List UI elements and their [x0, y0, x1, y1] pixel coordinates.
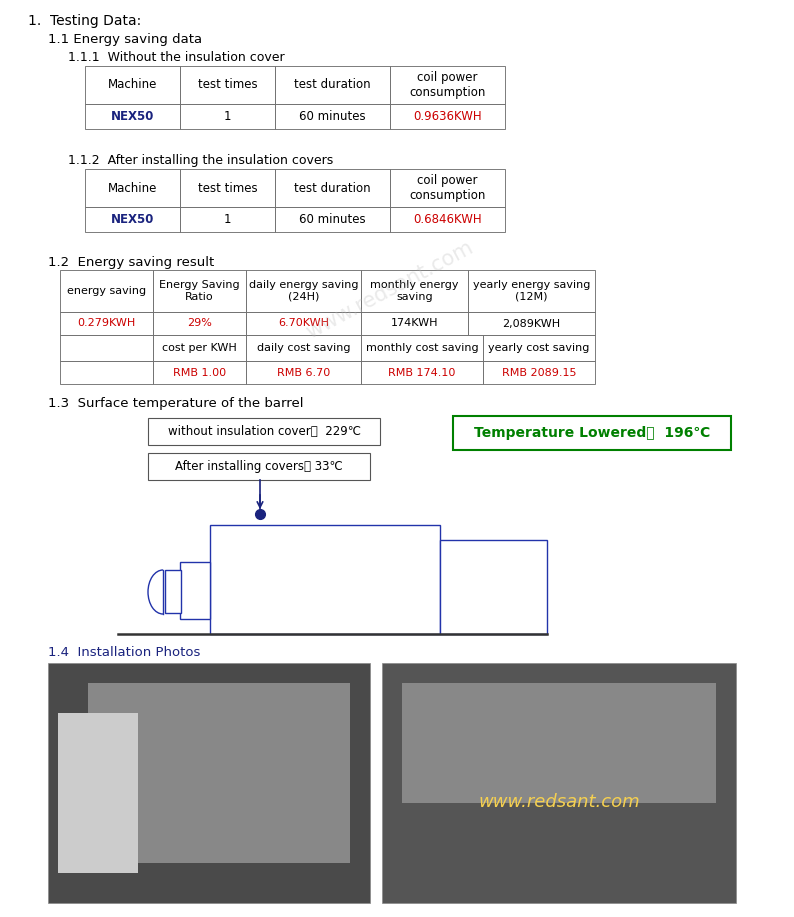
Text: coil power
consumption: coil power consumption — [410, 71, 486, 99]
Bar — [361, 361, 483, 384]
Bar — [275, 104, 390, 129]
Text: Energy Saving
Ratio: Energy Saving Ratio — [159, 281, 240, 302]
Bar — [180, 207, 275, 232]
Text: www.redsant.com: www.redsant.com — [303, 238, 477, 343]
Bar — [58, 713, 138, 873]
Text: 1.4  Installation Photos: 1.4 Installation Photos — [48, 646, 200, 659]
Text: coil power
consumption: coil power consumption — [410, 174, 486, 202]
Bar — [382, 663, 736, 903]
Bar — [85, 169, 180, 207]
Text: 174KWH: 174KWH — [391, 318, 438, 328]
Bar — [153, 270, 246, 312]
Text: test duration: test duration — [295, 182, 371, 194]
Text: 1.1.2  After installing the insulation covers: 1.1.2 After installing the insulation co… — [68, 154, 333, 167]
Text: daily energy saving
(24H): daily energy saving (24H) — [249, 281, 358, 302]
Text: NEX50: NEX50 — [111, 213, 154, 226]
Text: RMB 174.10: RMB 174.10 — [388, 368, 456, 378]
Text: 1.2  Energy saving result: 1.2 Energy saving result — [48, 256, 214, 269]
Text: 0.279KWH: 0.279KWH — [77, 318, 136, 328]
Text: test times: test times — [198, 182, 257, 194]
Bar — [390, 207, 505, 232]
Bar — [390, 169, 505, 207]
Text: 0.9636KWH: 0.9636KWH — [413, 110, 482, 123]
Bar — [180, 104, 275, 129]
Bar — [246, 270, 361, 312]
Bar — [85, 66, 180, 104]
Text: test times: test times — [198, 79, 257, 92]
Bar — [440, 540, 547, 634]
Bar — [246, 312, 361, 335]
Bar — [180, 66, 275, 104]
Bar — [210, 525, 440, 634]
Text: 1: 1 — [224, 213, 231, 226]
Text: RMB 1.00: RMB 1.00 — [173, 368, 226, 378]
Bar — [85, 104, 180, 129]
Bar — [60, 335, 153, 361]
Bar — [148, 453, 370, 480]
Bar — [246, 361, 361, 384]
Text: daily cost saving: daily cost saving — [256, 343, 350, 353]
Text: 1.1 Energy saving data: 1.1 Energy saving data — [48, 33, 202, 46]
Bar — [88, 683, 350, 863]
Text: Machine: Machine — [108, 79, 157, 92]
Bar — [153, 312, 246, 335]
Bar — [390, 66, 505, 104]
Text: Machine: Machine — [108, 182, 157, 194]
Bar — [361, 335, 483, 361]
Bar — [483, 335, 595, 361]
Bar — [453, 416, 731, 450]
Text: 29%: 29% — [187, 318, 212, 328]
Text: 1.1.1  Without the insulation cover: 1.1.1 Without the insulation cover — [68, 51, 284, 64]
Bar — [148, 418, 380, 445]
Bar — [153, 361, 246, 384]
Text: After installing covers： 33℃: After installing covers： 33℃ — [175, 460, 343, 473]
Bar — [483, 361, 595, 384]
Bar — [275, 66, 390, 104]
Bar — [60, 361, 153, 384]
Text: yearly energy saving
(12M): yearly energy saving (12M) — [472, 281, 590, 302]
Text: Temperature Lowered：  196℃: Temperature Lowered： 196℃ — [474, 426, 710, 440]
Text: yearly cost saving: yearly cost saving — [488, 343, 590, 353]
Text: cost per KWH: cost per KWH — [162, 343, 237, 353]
Text: RMB 2089.15: RMB 2089.15 — [502, 368, 576, 378]
Text: monthly cost saving: monthly cost saving — [366, 343, 478, 353]
Bar — [361, 312, 468, 335]
Bar — [402, 683, 716, 803]
Text: 2,089KWH: 2,089KWH — [503, 318, 561, 328]
Bar — [390, 104, 505, 129]
Text: 60 minutes: 60 minutes — [299, 213, 366, 226]
Text: 6.70KWH: 6.70KWH — [278, 318, 329, 328]
Text: 60 minutes: 60 minutes — [299, 110, 366, 123]
Text: 1.  Testing Data:: 1. Testing Data: — [28, 14, 141, 28]
Text: RMB 6.70: RMB 6.70 — [277, 368, 330, 378]
Bar — [60, 312, 153, 335]
Text: monthly energy
saving: monthly energy saving — [370, 281, 459, 302]
Bar — [246, 335, 361, 361]
Text: energy saving: energy saving — [67, 286, 146, 296]
Text: without insulation cover：  229℃: without insulation cover： 229℃ — [168, 425, 360, 438]
Text: 0.6846KWH: 0.6846KWH — [413, 213, 482, 226]
Text: 1.3  Surface temperature of the barrel: 1.3 Surface temperature of the barrel — [48, 397, 303, 410]
Bar — [275, 207, 390, 232]
Bar — [361, 270, 468, 312]
Bar — [85, 207, 180, 232]
Bar — [153, 335, 246, 361]
Text: www.redsant.com: www.redsant.com — [478, 793, 640, 812]
Bar — [180, 562, 210, 619]
Text: 1: 1 — [224, 110, 231, 123]
Bar — [468, 270, 595, 312]
Bar — [180, 169, 275, 207]
Bar — [48, 663, 370, 903]
Bar — [468, 312, 595, 335]
Bar — [165, 570, 181, 613]
Bar — [60, 270, 153, 312]
Bar — [275, 169, 390, 207]
Text: test duration: test duration — [295, 79, 371, 92]
Text: NEX50: NEX50 — [111, 110, 154, 123]
